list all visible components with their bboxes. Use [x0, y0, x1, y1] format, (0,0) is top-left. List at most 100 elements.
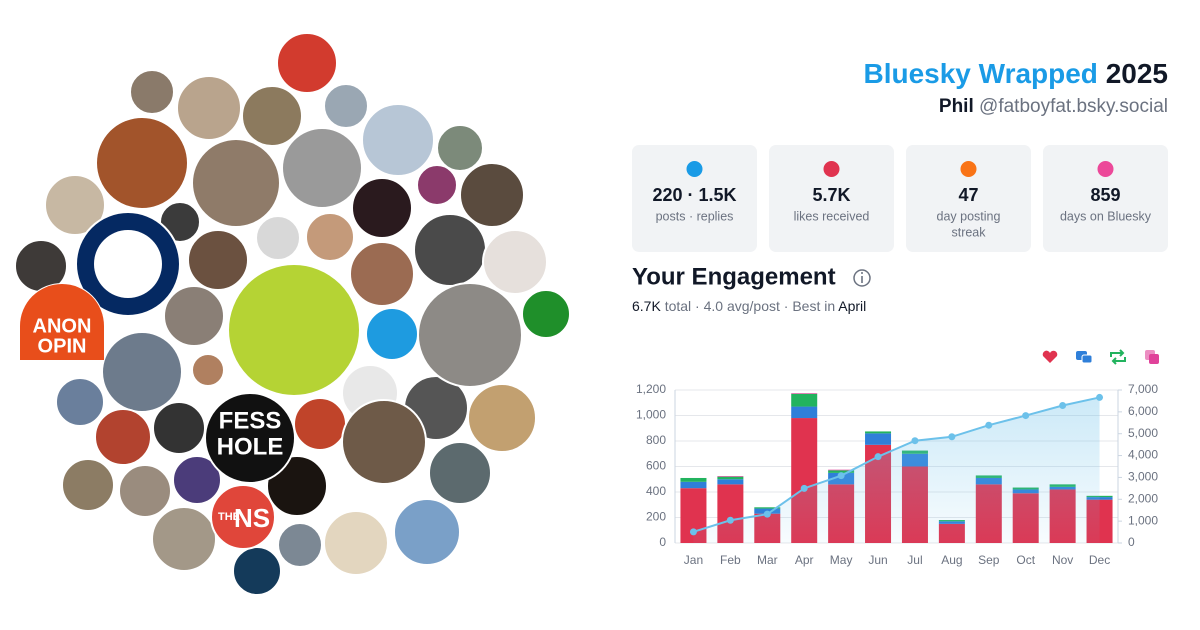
- bar-segment: [828, 469, 855, 471]
- bar-segment: [828, 470, 855, 473]
- stat-icon: [960, 161, 977, 177]
- avatar: [129, 69, 175, 115]
- stat-value: 220 · 1.5K: [652, 185, 736, 205]
- avatar-text: OPIN: [38, 335, 87, 357]
- avatar: [152, 401, 206, 455]
- avatar: [101, 331, 183, 413]
- avatar: [176, 75, 242, 141]
- stat-card: [769, 145, 894, 252]
- stat-icon: [823, 161, 840, 177]
- y2-tick-label: 5,000: [1128, 426, 1158, 440]
- bar-segment: [754, 507, 781, 509]
- avatar: [349, 241, 415, 307]
- avatar: [227, 263, 361, 397]
- summary-text: total · 4.0 avg/post · Best in: [665, 298, 835, 314]
- avatar: [118, 464, 172, 518]
- avatar-text: FESS: [219, 407, 282, 434]
- avatar: [210, 484, 276, 550]
- line-point: [1096, 393, 1104, 401]
- x-tick-label: Oct: [1016, 553, 1035, 567]
- line-point: [911, 437, 919, 445]
- section-heading: Your Engagement: [632, 263, 836, 290]
- legend-icon: [1149, 354, 1159, 364]
- avatar: [341, 399, 427, 485]
- stat-icon: [1097, 161, 1114, 177]
- avatar: [351, 177, 413, 239]
- stat-icon: [686, 161, 703, 177]
- title-brand: Bluesky Wrapped: [863, 58, 1097, 89]
- stat-value: 5.7K: [812, 185, 850, 205]
- x-tick-label: Apr: [795, 553, 814, 567]
- stat-cards: 220 · 1.5K posts · replies 5.7K likes recei…: [632, 145, 1168, 252]
- y-tick-label: 200: [646, 510, 666, 524]
- bar-segment: [791, 393, 818, 407]
- avatar: [44, 174, 106, 236]
- x-tick-label: Feb: [720, 553, 741, 567]
- bar-segment: [717, 479, 744, 485]
- avatar: [94, 408, 152, 466]
- avatar-text: HOLE: [217, 433, 284, 460]
- line-point: [1059, 402, 1067, 410]
- stat-card: [1043, 145, 1168, 252]
- stat-card: [906, 145, 1031, 252]
- x-tick-label: Mar: [757, 553, 778, 567]
- summary-total: 6.7K: [632, 298, 661, 314]
- avatar: [521, 289, 571, 339]
- avatar: [172, 455, 222, 505]
- title-year: 2025: [1106, 58, 1168, 89]
- y2-tick-label: 6,000: [1128, 404, 1158, 418]
- stat-label: day posting: [937, 209, 1001, 223]
- line-point: [837, 472, 845, 480]
- avatar: [417, 282, 523, 388]
- y-tick-label: 0: [659, 535, 666, 549]
- avatar: [482, 229, 548, 295]
- line-point: [948, 433, 956, 441]
- line-point: [874, 453, 882, 461]
- line-point: [689, 528, 697, 536]
- line-point: [726, 516, 734, 524]
- avatar: [232, 546, 282, 596]
- info-icon: [853, 269, 871, 287]
- avatar: [191, 138, 281, 228]
- stat-label: likes received: [794, 209, 870, 223]
- avatar: [293, 397, 347, 451]
- y2-tick-label: 7,000: [1128, 382, 1158, 396]
- display-name: Phil: [939, 96, 974, 117]
- avatar: [305, 212, 355, 262]
- stat-label: days on Bluesky: [1060, 209, 1152, 223]
- avatar: [163, 285, 225, 347]
- stat-label: streak: [951, 225, 986, 239]
- y2-tick-label: 1,000: [1128, 513, 1158, 527]
- avatar: [276, 32, 338, 94]
- legend-icon: [1081, 354, 1093, 364]
- x-tick-label: Jun: [868, 553, 887, 567]
- bar-segment: [865, 431, 892, 434]
- y-tick-label: 1,200: [636, 382, 666, 396]
- avatar: [187, 229, 249, 291]
- y2-tick-label: 3,000: [1128, 470, 1158, 484]
- avatar: [467, 383, 537, 453]
- bar-segment: [680, 477, 707, 482]
- avatar: [55, 377, 105, 427]
- avatar-text: NS: [234, 503, 270, 533]
- line: [693, 396, 1100, 533]
- area: [693, 397, 1100, 543]
- legend: [1042, 349, 1159, 365]
- avatar: [365, 307, 419, 361]
- line-point: [1022, 412, 1030, 420]
- legend-icon: [1110, 349, 1126, 365]
- user: Phil @fatboyfat.bsky.social: [939, 96, 1168, 117]
- bar-segment: [865, 433, 892, 445]
- avatar: [61, 458, 115, 512]
- avatar: [204, 392, 296, 484]
- avatar: [393, 498, 461, 566]
- chart: 0 200 400 600 800 1,000 1,200 0 1,000 2,000 3,000 4…: [636, 382, 1158, 567]
- bar-segment: [717, 476, 744, 480]
- summary-best: April: [838, 298, 866, 314]
- y2-tick-label: 0: [1128, 535, 1135, 549]
- bar-segment: [791, 406, 818, 419]
- avatar: [416, 164, 458, 206]
- handle: @fatboyfat.bsky.social: [979, 96, 1168, 117]
